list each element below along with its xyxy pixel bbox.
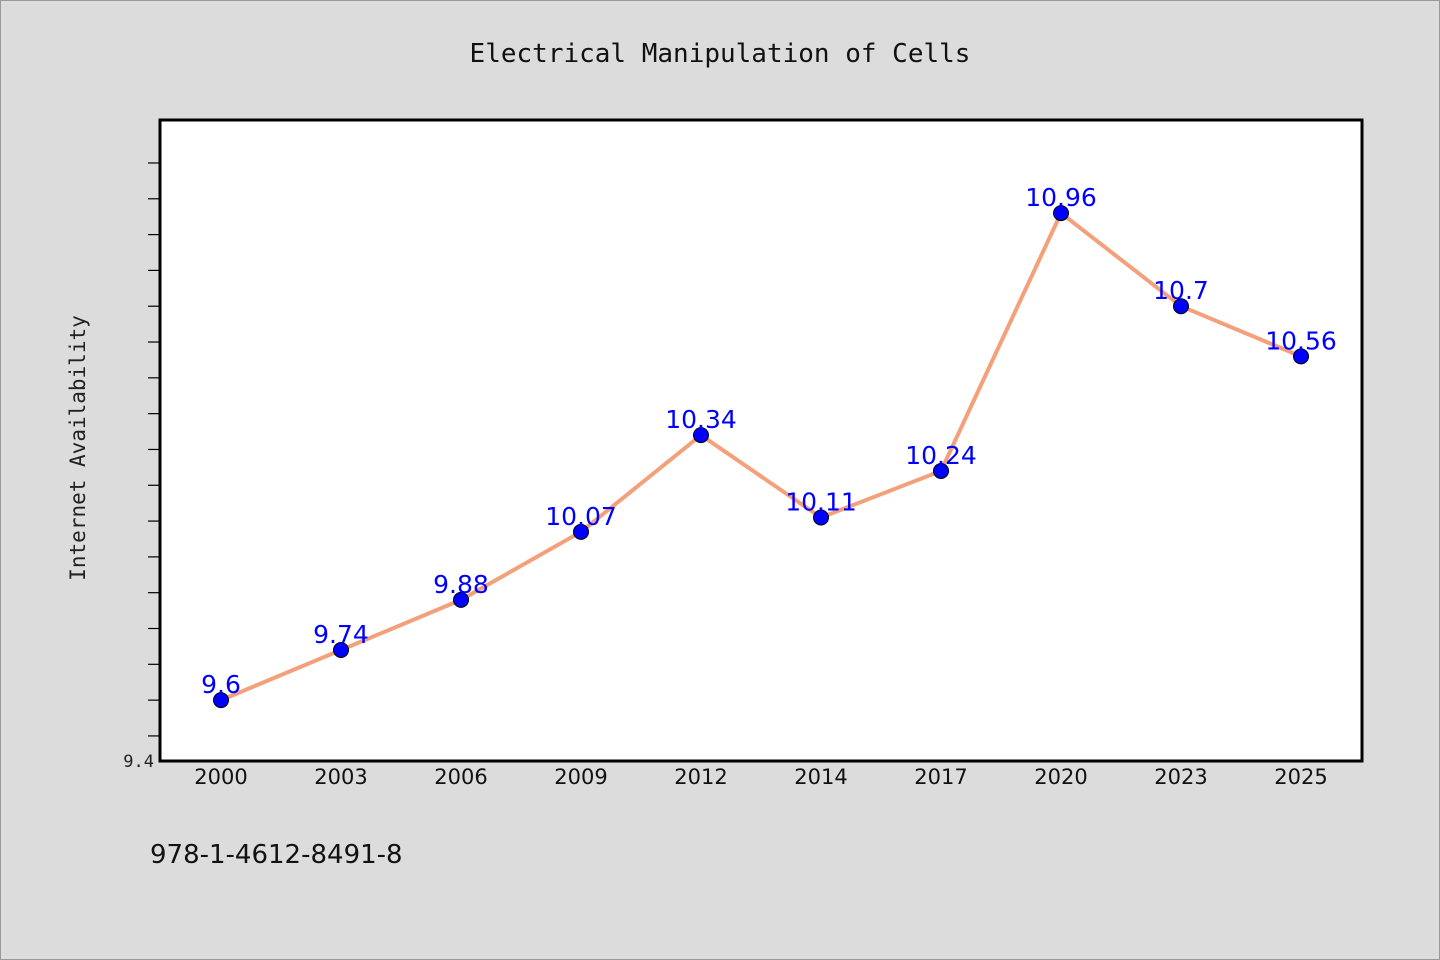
y-axis-label: Internet Availability bbox=[66, 315, 90, 581]
series-markers bbox=[213, 205, 1309, 709]
data-point-marker bbox=[453, 591, 469, 608]
data-label: 10.24 bbox=[905, 441, 977, 470]
data-point-marker bbox=[333, 641, 349, 658]
data-label: 10.07 bbox=[545, 502, 617, 531]
y-axis-ticks bbox=[148, 162, 160, 737]
x-tick-label: 2017 bbox=[914, 765, 967, 789]
x-tick-label: 2009 bbox=[554, 765, 607, 789]
x-tick-label: 2003 bbox=[314, 765, 367, 789]
series-line bbox=[219, 211, 1303, 703]
data-point-marker bbox=[933, 462, 949, 479]
data-label: 10.56 bbox=[1265, 326, 1337, 355]
data-label: 10.96 bbox=[1025, 183, 1097, 212]
data-point-marker bbox=[813, 509, 829, 526]
data-label: 10.34 bbox=[665, 405, 737, 434]
data-label: 10.7 bbox=[1153, 276, 1209, 305]
series-lines bbox=[219, 211, 1303, 703]
data-point-marker bbox=[1053, 205, 1069, 222]
data-point-marker bbox=[1293, 348, 1309, 365]
data-point-marker bbox=[1173, 298, 1189, 315]
data-label: 9.88 bbox=[433, 570, 489, 599]
x-tick-label: 2014 bbox=[794, 765, 847, 789]
data-point-marker bbox=[693, 427, 709, 444]
chart-title: Electrical Manipulation of Cells bbox=[470, 39, 971, 69]
y-axis-tick-labels: 9.4 bbox=[123, 752, 154, 772]
x-tick-label: 2023 bbox=[1154, 765, 1207, 789]
x-tick-label: 2025 bbox=[1274, 765, 1327, 789]
data-label: 9.74 bbox=[313, 620, 369, 649]
data-point-marker bbox=[213, 692, 229, 709]
footer-code: 978-1-4612-8491-8 bbox=[150, 840, 403, 870]
data-label: 10.11 bbox=[785, 487, 857, 516]
x-tick-label: 2012 bbox=[674, 765, 727, 789]
x-tick-label: 2000 bbox=[194, 765, 247, 789]
data-point-marker bbox=[573, 523, 589, 540]
x-tick-label: 2006 bbox=[434, 765, 487, 789]
x-axis-tick-labels: 2000 2003 2006 2009 2012 2014 2017 2020 2023 2025 bbox=[194, 765, 1327, 789]
data-labels: 9.6 9.74 9.88 10.07 10.34 10.11 10.24 10.96 10.7… bbox=[201, 183, 1337, 699]
y-tick-label: 9.4 bbox=[123, 752, 154, 772]
x-tick-label: 2020 bbox=[1034, 765, 1087, 789]
data-label: 9.6 bbox=[201, 670, 241, 699]
plot-area bbox=[158, 118, 1364, 763]
